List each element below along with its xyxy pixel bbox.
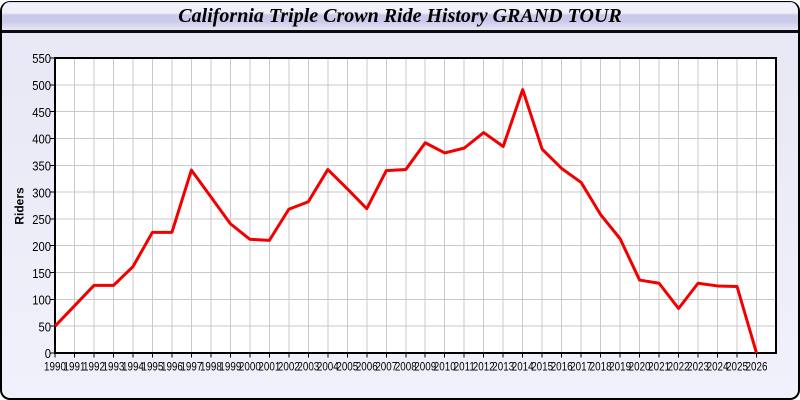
svg-text:2017: 2017 [570,361,592,374]
svg-text:2011: 2011 [454,361,475,374]
svg-text:2015: 2015 [531,361,553,374]
svg-text:2019: 2019 [609,361,631,374]
svg-text:2021: 2021 [648,361,670,374]
svg-text:1991: 1991 [64,361,86,374]
svg-text:250: 250 [32,213,51,228]
svg-text:Riders: Riders [13,187,27,225]
svg-text:2023: 2023 [687,361,709,374]
svg-text:100: 100 [32,293,51,308]
svg-text:200: 200 [32,239,51,254]
svg-text:1995: 1995 [141,361,163,374]
svg-text:150: 150 [32,266,51,281]
svg-text:2005: 2005 [336,361,358,374]
svg-text:2025: 2025 [726,361,748,374]
svg-text:2026: 2026 [746,361,768,374]
svg-text:2012: 2012 [473,361,495,374]
svg-text:2000: 2000 [239,361,261,374]
svg-text:1993: 1993 [103,361,125,374]
svg-text:400: 400 [32,132,51,147]
svg-text:2016: 2016 [551,361,573,374]
svg-text:1994: 1994 [122,361,144,374]
svg-text:2020: 2020 [629,361,651,374]
svg-text:300: 300 [32,186,51,201]
svg-text:2010: 2010 [434,361,456,374]
svg-text:2008: 2008 [395,361,417,374]
svg-text:450: 450 [32,105,51,120]
svg-text:500: 500 [32,78,51,93]
svg-text:2022: 2022 [668,361,690,374]
svg-text:2014: 2014 [512,361,534,374]
svg-text:0: 0 [45,347,52,362]
svg-text:2006: 2006 [356,361,378,374]
svg-text:1999: 1999 [219,361,241,374]
svg-text:2001: 2001 [258,361,280,374]
svg-text:2004: 2004 [317,361,339,374]
svg-text:2013: 2013 [492,361,514,374]
svg-text:2007: 2007 [375,361,397,374]
svg-text:1996: 1996 [161,361,183,374]
svg-text:1998: 1998 [200,361,222,374]
svg-text:2024: 2024 [707,361,729,374]
svg-text:550: 550 [32,52,51,67]
svg-text:1990: 1990 [44,361,66,374]
svg-text:2003: 2003 [297,361,319,374]
svg-text:350: 350 [32,159,51,174]
svg-text:2009: 2009 [414,361,436,374]
svg-text:1992: 1992 [83,361,105,374]
svg-text:2018: 2018 [590,361,612,374]
svg-text:1997: 1997 [180,361,202,374]
svg-text:50: 50 [38,320,51,335]
svg-text:2002: 2002 [278,361,300,374]
